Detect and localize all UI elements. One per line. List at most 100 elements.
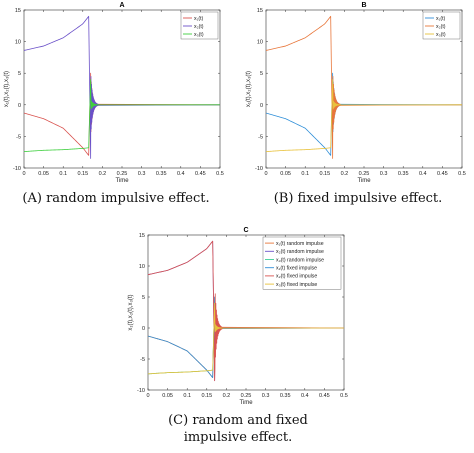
series-line [266, 79, 462, 152]
x-tick-label: 0.05 [38, 171, 49, 177]
y-tick-label: -10 [255, 166, 263, 172]
chart-panel-b: B 0 0.05 0.1 0.15 0.2 0.25 0.3 0.35 0.4 0.45 0.5 -10… [242, 0, 472, 185]
caption-b: (B) fixed impulsive effect. [242, 191, 474, 206]
y-tick-label: -5 [16, 134, 21, 140]
caption-c-line2: impulsive effect. [183, 430, 293, 445]
series-line [148, 302, 344, 375]
legend-label: x₁(t) [194, 16, 204, 22]
legend-label: x₂(t) random impulse [276, 249, 324, 255]
series-group [148, 240, 344, 382]
legend-label: x₃(t) random impulse [276, 257, 324, 263]
x-tick-label: 0.15 [201, 393, 212, 399]
y-tick-label: -10 [137, 388, 145, 394]
y-tick-label: -5 [258, 134, 263, 140]
y-axis-label: x₁(t),x₂(t),x₃(t) [128, 294, 134, 330]
x-tick-label: 0.5 [216, 171, 224, 177]
y-tick-label: -5 [140, 357, 145, 363]
x-tick-label: 0.1 [183, 393, 191, 399]
legend-label: x₃(t) fixed impulse [276, 282, 317, 288]
legend-label: x₂(t) fixed impulse [276, 274, 317, 280]
x-tick-label: 0.25 [359, 171, 370, 177]
legend-label: x₁(t) fixed impulse [276, 266, 317, 272]
x-tick-label: 0.2 [223, 393, 231, 399]
series-group [266, 15, 462, 159]
y-tick-label: 0 [260, 103, 263, 109]
y-tick-label: -10 [13, 166, 21, 172]
y-tick-label: 10 [257, 40, 263, 46]
caption-c-label: (C) [168, 413, 189, 428]
x-tick-label: 0.5 [340, 393, 348, 399]
y-tick-label: 0 [18, 103, 21, 109]
caption-c: (C) random and fixed impulsive effect. [118, 412, 358, 446]
caption-a-label: (A) [22, 191, 42, 206]
caption-b-label: (B) [273, 191, 294, 206]
x-tick-label: 0.45 [319, 393, 330, 399]
x-tick-label: 0.4 [177, 171, 185, 177]
x-axis-label: Time [239, 400, 253, 406]
series-line [24, 79, 220, 152]
x-tick-label: 0.05 [162, 393, 173, 399]
caption-a: (A) random impulsive effect. [0, 191, 232, 206]
x-tick-label: 0.5 [458, 171, 466, 177]
caption-a-text: random impulsive effect. [46, 191, 210, 206]
chart-b-svg: B 0 0.05 0.1 0.15 0.2 0.25 0.3 0.35 0.4 0.45 0.5 -10… [246, 2, 466, 184]
x-axis-label: Time [357, 178, 371, 184]
x-axis-label: Time [115, 178, 129, 184]
x-tick-label: 0.35 [156, 171, 167, 177]
chart-c-svg: C 0 0.05 0.1 0.15 0.2 0.25 0.3 0.35 0.4 0.45 0.5 -10… [128, 227, 348, 406]
x-tick-label: 0.3 [138, 171, 146, 177]
chart-title: B [361, 2, 366, 9]
x-tick-label: 0.1 [301, 171, 309, 177]
legend-label: x₂(t) [436, 24, 446, 30]
x-tick-label: 0.2 [99, 171, 107, 177]
x-tick-label: 0.35 [280, 393, 291, 399]
y-tick-label: 15 [257, 8, 263, 14]
y-axis-label: x₁(t),x₂(t),x₃(t) [246, 71, 252, 107]
x-tick-label: 0.05 [280, 171, 291, 177]
series-line [148, 240, 344, 382]
x-tick-label: 0.25 [241, 393, 252, 399]
y-tick-label: 0 [142, 326, 145, 332]
chart-panel-c: C 0 0.05 0.1 0.15 0.2 0.25 0.3 0.35 0.4 0.45 0.5 -10… [118, 225, 353, 410]
y-tick-label: 5 [260, 71, 263, 77]
chart-title: C [243, 227, 248, 234]
legend-label: x₃(t) [194, 32, 204, 38]
x-tick-label: 0.2 [341, 171, 349, 177]
chart-panel-a: A 0 0.05 0.1 0.15 0.2 0.25 0.3 0.35 0.4 0.45 0.5 -10… [0, 0, 230, 185]
chart-a-svg: A 0 0.05 0.1 0.15 0.2 0.25 0.3 0.35 0.4 0.45 0.5 -10… [4, 2, 224, 184]
x-tick-label: 0.4 [419, 171, 427, 177]
x-tick-label: 0.45 [195, 171, 206, 177]
y-tick-label: 15 [15, 8, 21, 14]
x-tick-label: 0 [22, 171, 25, 177]
legend-label: x₂(t) [194, 24, 204, 30]
chart-title: A [119, 2, 124, 9]
x-tick-label: 0.45 [437, 171, 448, 177]
x-tick-label: 0.1 [59, 171, 67, 177]
x-tick-label: 0.15 [77, 171, 88, 177]
legend-label: x₃(t) [436, 32, 446, 38]
legend-box [262, 236, 342, 290]
y-axis-label: x₁(t),x₂(t),x₃(t) [4, 71, 10, 107]
series-line [266, 15, 462, 159]
y-tick-label: 15 [139, 233, 145, 239]
y-tick-label: 10 [139, 264, 145, 270]
x-tick-label: 0.3 [380, 171, 388, 177]
legend-label: x₁(t) [436, 16, 446, 22]
legend-box [422, 11, 461, 40]
caption-c-text: random and fixed [192, 413, 308, 428]
x-tick-label: 0.25 [117, 171, 128, 177]
caption-b-text: fixed impulsive effect. [297, 191, 443, 206]
x-tick-label: 0.4 [301, 393, 309, 399]
x-tick-label: 0.3 [262, 393, 270, 399]
legend-label: x₁(t) random impulse [276, 241, 324, 247]
y-tick-label: 10 [15, 40, 21, 46]
y-tick-label: 5 [18, 71, 21, 77]
x-tick-label: 0.35 [398, 171, 409, 177]
series-line [24, 15, 220, 159]
series-group [24, 15, 220, 159]
x-tick-label: 0 [146, 393, 149, 399]
x-tick-label: 0 [264, 171, 267, 177]
x-tick-label: 0.15 [319, 171, 330, 177]
y-tick-label: 5 [142, 295, 145, 301]
legend-box [180, 11, 219, 40]
